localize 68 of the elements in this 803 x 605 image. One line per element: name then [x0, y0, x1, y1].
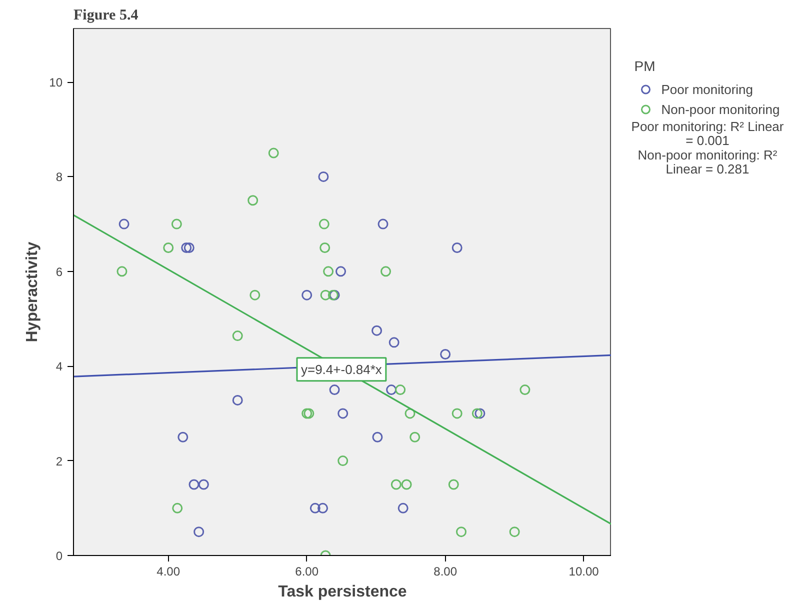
point: [378, 218, 388, 230]
y-tick-label: 4: [56, 360, 63, 374]
point: [472, 408, 482, 419]
annotation: y=9.4+-0.84*x: [300, 362, 382, 377]
point: [184, 242, 194, 253]
y-tick-label: 6: [56, 264, 63, 279]
point: [520, 384, 530, 396]
point: [302, 290, 312, 300]
point: [338, 408, 348, 419]
text: Non-poor monitoring: R² Linear = 0.281: [638, 147, 778, 177]
x-tick-label: 4.00: [156, 564, 180, 578]
point: [338, 456, 348, 466]
point: [171, 218, 182, 230]
y-tick-label: 8: [56, 170, 63, 184]
point: [250, 290, 260, 300]
point: [336, 266, 346, 277]
point: [188, 479, 200, 490]
x-tick-label: 8.00: [434, 564, 458, 578]
point: [172, 502, 183, 514]
legend-label: Poor monitoring: [661, 82, 754, 96]
point: [372, 432, 383, 442]
point: [372, 325, 382, 336]
y-tick-label: 10: [49, 76, 63, 90]
point: [448, 479, 459, 490]
point: [181, 242, 192, 253]
point: [320, 242, 330, 253]
point: [380, 266, 392, 277]
point: [116, 266, 128, 277]
point: [509, 526, 520, 538]
chart-title: Figure 5.4: [74, 8, 139, 24]
y-tick-label: 2: [56, 454, 63, 468]
x-tick-label: 10.00: [568, 564, 600, 578]
point: [410, 432, 420, 442]
point: [390, 479, 402, 490]
y-tick-label: 0: [56, 549, 63, 563]
text: Poor monitoring: R² Linear = 0.001: [631, 118, 784, 148]
x-axis-title: Task persistence: [278, 584, 407, 600]
point: [178, 432, 188, 442]
point: [452, 242, 462, 253]
point: [248, 195, 258, 206]
point: [395, 384, 406, 396]
point: [318, 502, 328, 514]
point: [456, 526, 466, 538]
point: [404, 408, 416, 419]
point: [268, 148, 279, 158]
point: [398, 502, 408, 514]
point: [310, 502, 320, 514]
y-axis-title: Hyperactivity: [24, 242, 42, 342]
point: [232, 394, 243, 406]
point: [386, 384, 397, 396]
point: [318, 218, 330, 230]
point: [318, 171, 329, 182]
x-tick-label: 6.00: [295, 564, 319, 578]
point: [388, 337, 400, 348]
point: [401, 479, 412, 490]
point: [452, 408, 462, 419]
point: [329, 384, 340, 396]
point: [232, 330, 243, 342]
point: [194, 526, 204, 538]
point: [440, 349, 451, 360]
point: [163, 242, 174, 253]
legend-label: Non-poor monitoring: [661, 102, 780, 116]
point: [198, 479, 209, 490]
point: [474, 408, 486, 419]
point: [320, 290, 331, 300]
legend-title: PM: [634, 58, 656, 74]
point: [118, 218, 130, 230]
point: [323, 266, 334, 277]
